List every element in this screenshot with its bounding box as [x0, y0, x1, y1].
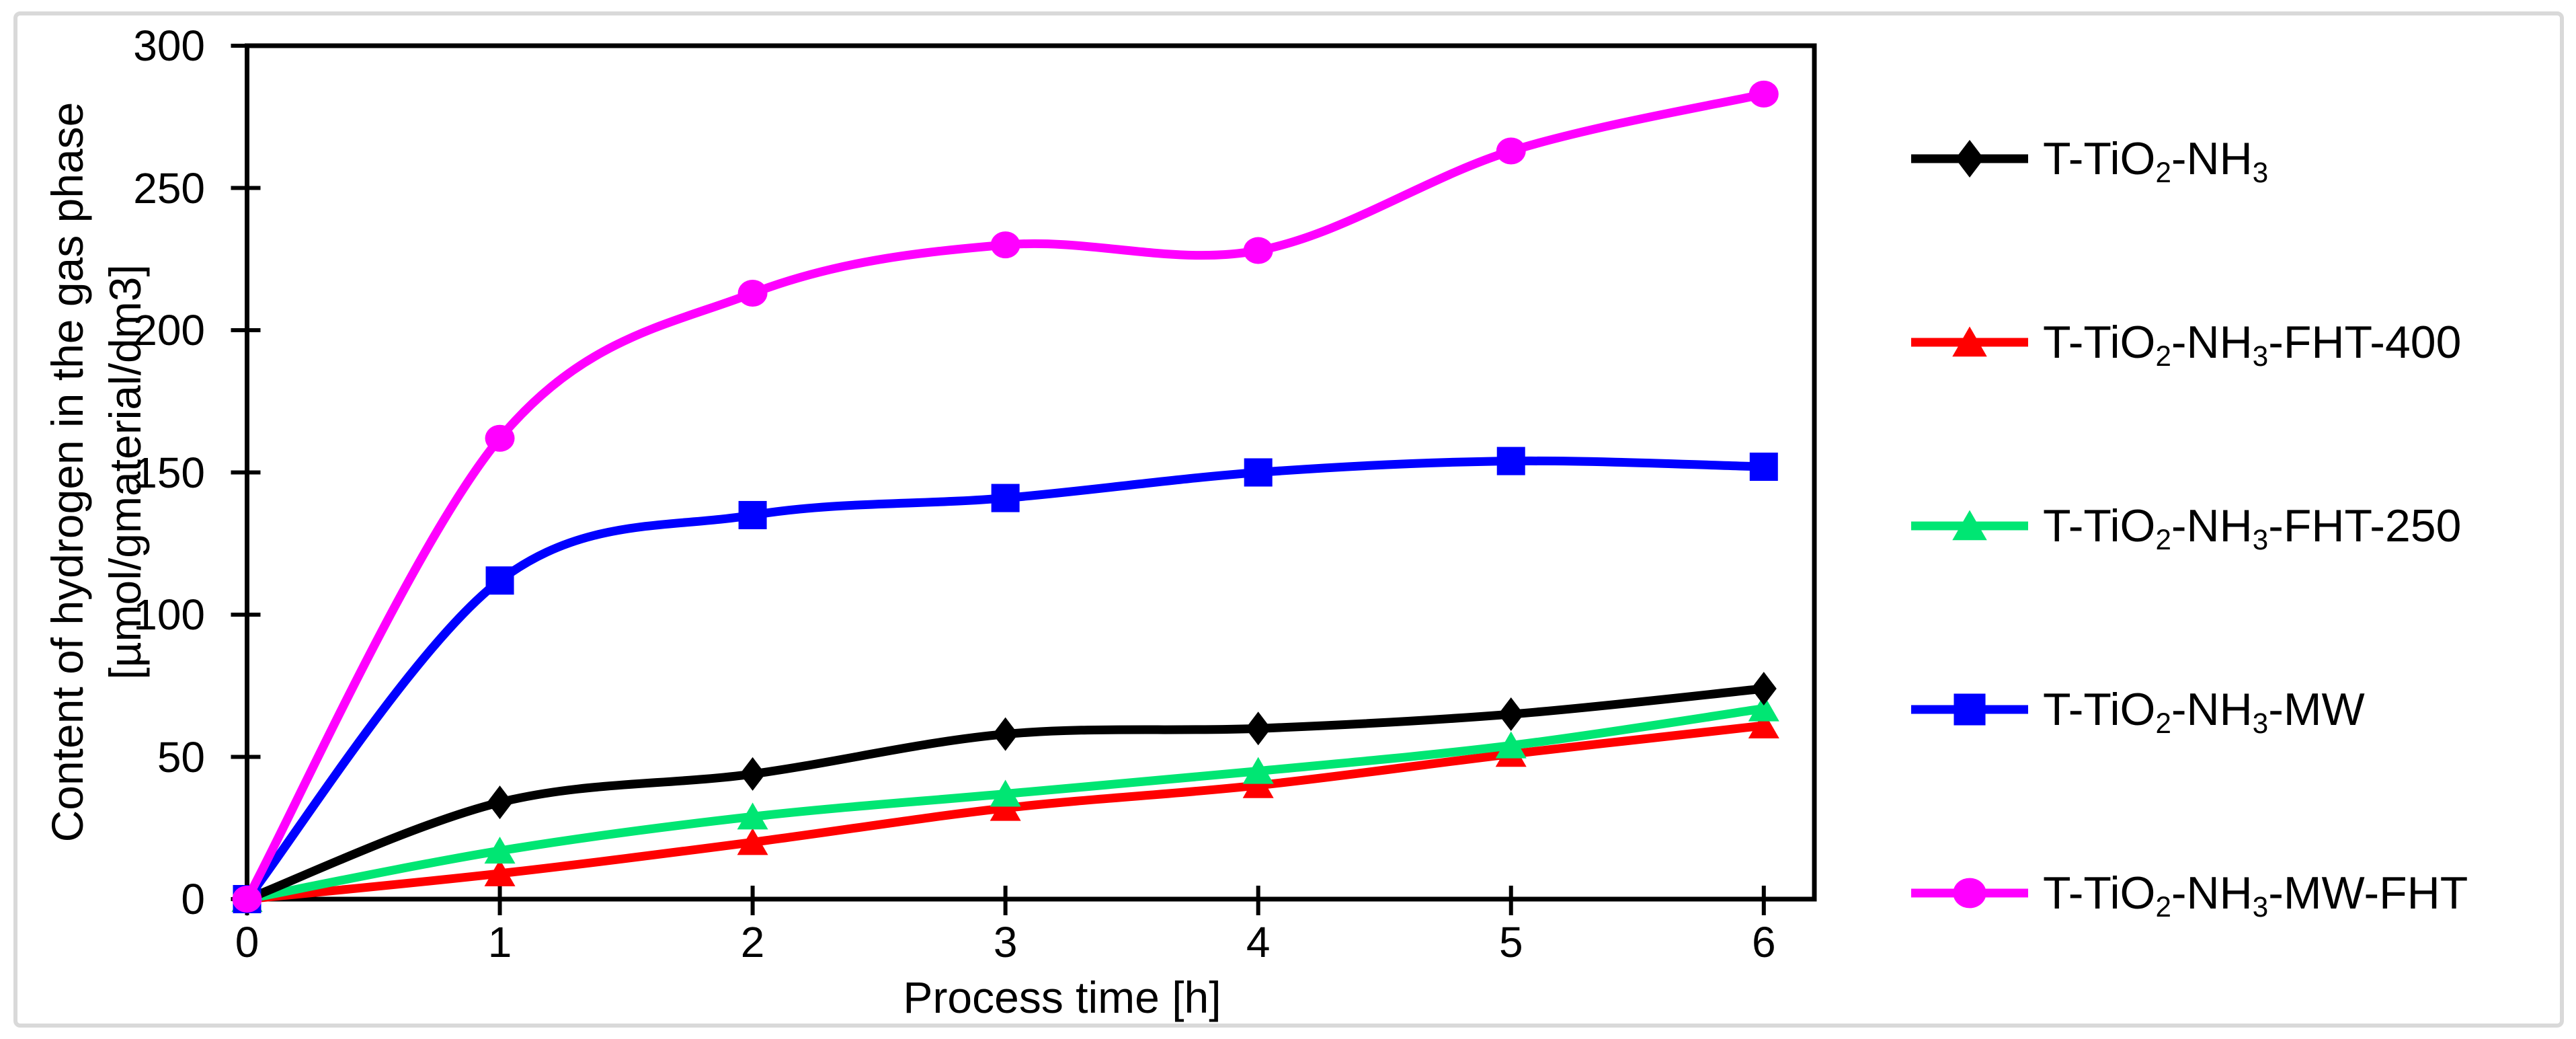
- legend-label: T-TiO2-NH3: [2043, 133, 2269, 188]
- marker-triangle: [737, 802, 768, 830]
- x-tick-label: 2: [740, 918, 765, 966]
- x-tick-label: 0: [235, 918, 259, 966]
- marker-square: [1749, 453, 1778, 482]
- marker-square: [1954, 693, 1986, 726]
- legend-item: T-TiO2-NH3-MW: [1910, 683, 2365, 739]
- x-tick-label: 5: [1498, 918, 1523, 966]
- marker-diamond: [1498, 697, 1524, 732]
- marker-triangle: [1242, 757, 1274, 784]
- marker-triangle: [1952, 510, 1987, 541]
- marker-circle: [737, 280, 768, 307]
- marker-circle: [1748, 80, 1779, 108]
- marker-square: [1496, 447, 1525, 475]
- legend-key: [1911, 510, 2028, 541]
- marker-diamond: [739, 757, 766, 791]
- x-tick-label: 6: [1751, 918, 1776, 966]
- legend-key: [1911, 878, 2028, 909]
- y-axis-title-line2: [µmol/gmaterial/dm3]: [100, 264, 150, 680]
- marker-circle: [485, 424, 515, 452]
- legend-label: T-TiO2-NH3-MW: [2043, 684, 2365, 739]
- marker-triangle: [1495, 731, 1527, 759]
- legend-item: T-TiO2-NH3-FHT-250: [1910, 499, 2462, 555]
- legend-label: T-TiO2-NH3-MW-FHT: [2043, 868, 2468, 923]
- marker-circle: [232, 886, 262, 913]
- marker-triangle: [990, 779, 1021, 807]
- marker-diamond: [1245, 711, 1271, 746]
- marker-circle: [1496, 137, 1526, 165]
- legend-key: [1911, 140, 2028, 178]
- y-tick-label: 200: [133, 306, 205, 354]
- marker-circle: [1953, 878, 1986, 909]
- marker-triangle: [737, 828, 768, 855]
- x-tick-label: 3: [993, 918, 1018, 966]
- marker-circle: [1243, 237, 1273, 264]
- marker-diamond: [487, 785, 513, 820]
- marker-triangle: [484, 859, 516, 886]
- marker-triangle: [484, 837, 516, 864]
- marker-triangle: [1748, 711, 1779, 738]
- marker-diamond: [1750, 671, 1777, 705]
- marker-circle: [990, 231, 1020, 259]
- legend-key: [1911, 693, 2028, 726]
- y-tick-label: 0: [181, 875, 205, 923]
- y-tick-label: 250: [133, 163, 205, 213]
- x-tick-label: 4: [1246, 918, 1271, 966]
- legend-item: T-TiO2-NH3-MW-FHT: [1910, 866, 2468, 923]
- plot-box-spines: [245, 43, 1817, 902]
- y-tick-label: 300: [133, 22, 205, 70]
- legend-item: T-TiO2-NH3: [1910, 132, 2269, 188]
- marker-triangle: [1748, 694, 1779, 722]
- legend-key: [1911, 326, 2028, 357]
- legend-label: T-TiO2-NH3-FHT-400: [2043, 317, 2462, 372]
- y-tick-label: 100: [133, 590, 205, 639]
- x-tick-label: 1: [487, 918, 512, 966]
- marker-triangle: [1242, 771, 1274, 798]
- marker-triangle: [990, 794, 1021, 821]
- y-tick-label: 50: [157, 732, 205, 781]
- y-axis-title-line1: Content of hydrogen in the gas phase: [42, 102, 92, 843]
- marker-square: [485, 566, 514, 595]
- marker-square: [1244, 458, 1273, 487]
- legend-label: T-TiO2-NH3-FHT-250: [2043, 500, 2462, 555]
- series-line-3: [243, 456, 1769, 904]
- marker-square: [738, 500, 767, 529]
- marker-square: [991, 484, 1020, 512]
- y-tick-label: 150: [133, 448, 205, 497]
- marker-triangle: [1952, 326, 1987, 357]
- marker-diamond: [1955, 140, 1984, 178]
- legend-item: T-TiO2-NH3-FHT-400: [1910, 315, 2462, 372]
- marker-diamond: [992, 717, 1018, 751]
- x-axis-title: Process time [h]: [903, 972, 1221, 1022]
